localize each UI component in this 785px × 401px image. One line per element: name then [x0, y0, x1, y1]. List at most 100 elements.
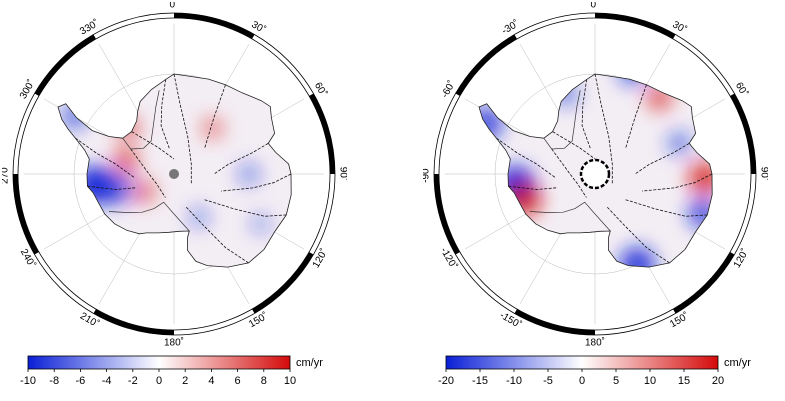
- frame-segment: [434, 173, 460, 255]
- anomaly-blob: [60, 102, 89, 131]
- basin-divide: [594, 73, 613, 184]
- longitude-label: 150˚: [247, 310, 270, 330]
- basin-divide: [641, 173, 713, 192]
- colorbar-tick-label: 8: [261, 375, 267, 387]
- frame-segment: [34, 34, 97, 97]
- longitude-label: 90˚: [337, 167, 347, 181]
- basin-divide: [508, 185, 558, 190]
- ice-shelf-line: [108, 201, 190, 232]
- frame-segment: [251, 251, 314, 314]
- colorbar-tick-label: 20: [712, 375, 724, 387]
- basin-divide: [204, 199, 287, 217]
- basin-divide: [87, 185, 137, 190]
- basin-divide: [634, 143, 690, 175]
- colorbar-tick-label: 10: [644, 375, 656, 387]
- anomaly-blob: [111, 147, 140, 176]
- basin-divide: [220, 173, 292, 192]
- longitude-label: 330˚: [78, 17, 101, 37]
- pole-gap-marker: [579, 158, 611, 190]
- colorbar-tick-label: -4: [102, 375, 112, 387]
- longitude-label: 120˚: [310, 247, 330, 270]
- colorbar-tick-label: 0: [156, 375, 162, 387]
- longitude-label: 300˚: [17, 78, 37, 101]
- longitude-label: 120˚: [731, 247, 751, 270]
- colorbar-unit: cm/yr: [724, 357, 751, 369]
- longitude-label: -90˚: [423, 165, 432, 183]
- anomaly-blob: [666, 130, 693, 157]
- anomaly-blob: [645, 83, 674, 112]
- longitude-label: 90˚: [758, 167, 768, 181]
- frame-segment: [455, 34, 518, 97]
- frame-segment: [730, 93, 756, 175]
- ice-shelf-line: [529, 201, 611, 232]
- colorbar-tick-label: 6: [235, 375, 241, 387]
- colorbar-tick-label: 4: [208, 375, 214, 387]
- colorbar-tick-label: -5: [543, 375, 553, 387]
- basin-divide: [75, 137, 135, 178]
- frame-segment: [173, 13, 255, 39]
- longitude-label: 0˚: [591, 2, 600, 11]
- colorbar-tick-label: -8: [49, 375, 59, 387]
- basin-divide: [131, 131, 175, 160]
- longitude-label: 0˚: [170, 2, 179, 11]
- colorbar-gradient: [445, 355, 719, 370]
- basin-divide: [185, 206, 249, 264]
- frame-segment: [13, 173, 39, 255]
- longitude-label: -30˚: [500, 18, 521, 37]
- colorbar-tick-label: 2: [182, 375, 188, 387]
- colorbar-tick-label: -10: [20, 375, 36, 387]
- basin-divide: [552, 131, 596, 160]
- basin-divide: [551, 148, 587, 198]
- basin-divide: [606, 206, 670, 264]
- frame-segment: [594, 13, 676, 39]
- ice-shelf-line: [122, 90, 160, 150]
- mass-change-map-right: 0˚30˚60˚90˚120˚150˚180˚-150˚-120˚-90˚-60…: [423, 2, 768, 347]
- basin-divide: [625, 84, 647, 149]
- anomaly-blob: [187, 205, 211, 229]
- anomaly-blob: [130, 178, 157, 205]
- basin-divide: [173, 73, 192, 184]
- colorbar-tick-label: -10: [506, 375, 522, 387]
- colorbar-tick-label: 15: [678, 375, 690, 387]
- longitude-label: -60˚: [439, 79, 458, 100]
- anomaly-blob: [617, 74, 648, 86]
- colorbar-tick-label: -20: [438, 375, 454, 387]
- basin-divide: [496, 137, 556, 178]
- basin-divide: [625, 199, 708, 217]
- basin-divide: [581, 79, 592, 150]
- basin-divide: [213, 143, 269, 175]
- colorbar-tick-label: 5: [613, 375, 619, 387]
- frame-segment: [672, 251, 735, 314]
- coastline: [57, 73, 292, 268]
- pole-gap-marker: [169, 169, 179, 179]
- frame-segment: [93, 309, 175, 335]
- colorbar-tick-label: 0: [579, 375, 585, 387]
- longitude-label: 270˚: [2, 164, 11, 184]
- anomaly-blob: [687, 197, 713, 230]
- colorbar-tick-label: 10: [284, 375, 296, 387]
- frame-segment: [514, 309, 596, 335]
- anomaly-blob: [200, 116, 225, 141]
- basin-divide: [160, 79, 171, 150]
- colorbar-tick-label: -15: [472, 375, 488, 387]
- anomaly-blob: [552, 81, 579, 108]
- colorbar-unit: cm/yr: [296, 357, 323, 369]
- colorbar-tick-label: -2: [128, 375, 138, 387]
- colorbar-tick-label: -6: [76, 375, 86, 387]
- colorbar-gradient: [27, 355, 291, 370]
- ice-shelf-line: [543, 90, 581, 150]
- basin-divide: [130, 148, 166, 198]
- longitude-label: 180˚: [164, 337, 184, 347]
- anomaly-blob: [249, 213, 272, 235]
- anomaly-blob: [237, 162, 261, 186]
- longitude-label: 150˚: [668, 310, 691, 330]
- anomaly-blob: [687, 160, 713, 195]
- anomaly-blob: [479, 106, 504, 141]
- longitude-label: 180˚: [585, 337, 605, 347]
- basin-divide: [204, 84, 226, 149]
- anomaly-blob: [619, 246, 656, 268]
- coastline: [478, 73, 713, 268]
- frame-segment: [309, 93, 335, 175]
